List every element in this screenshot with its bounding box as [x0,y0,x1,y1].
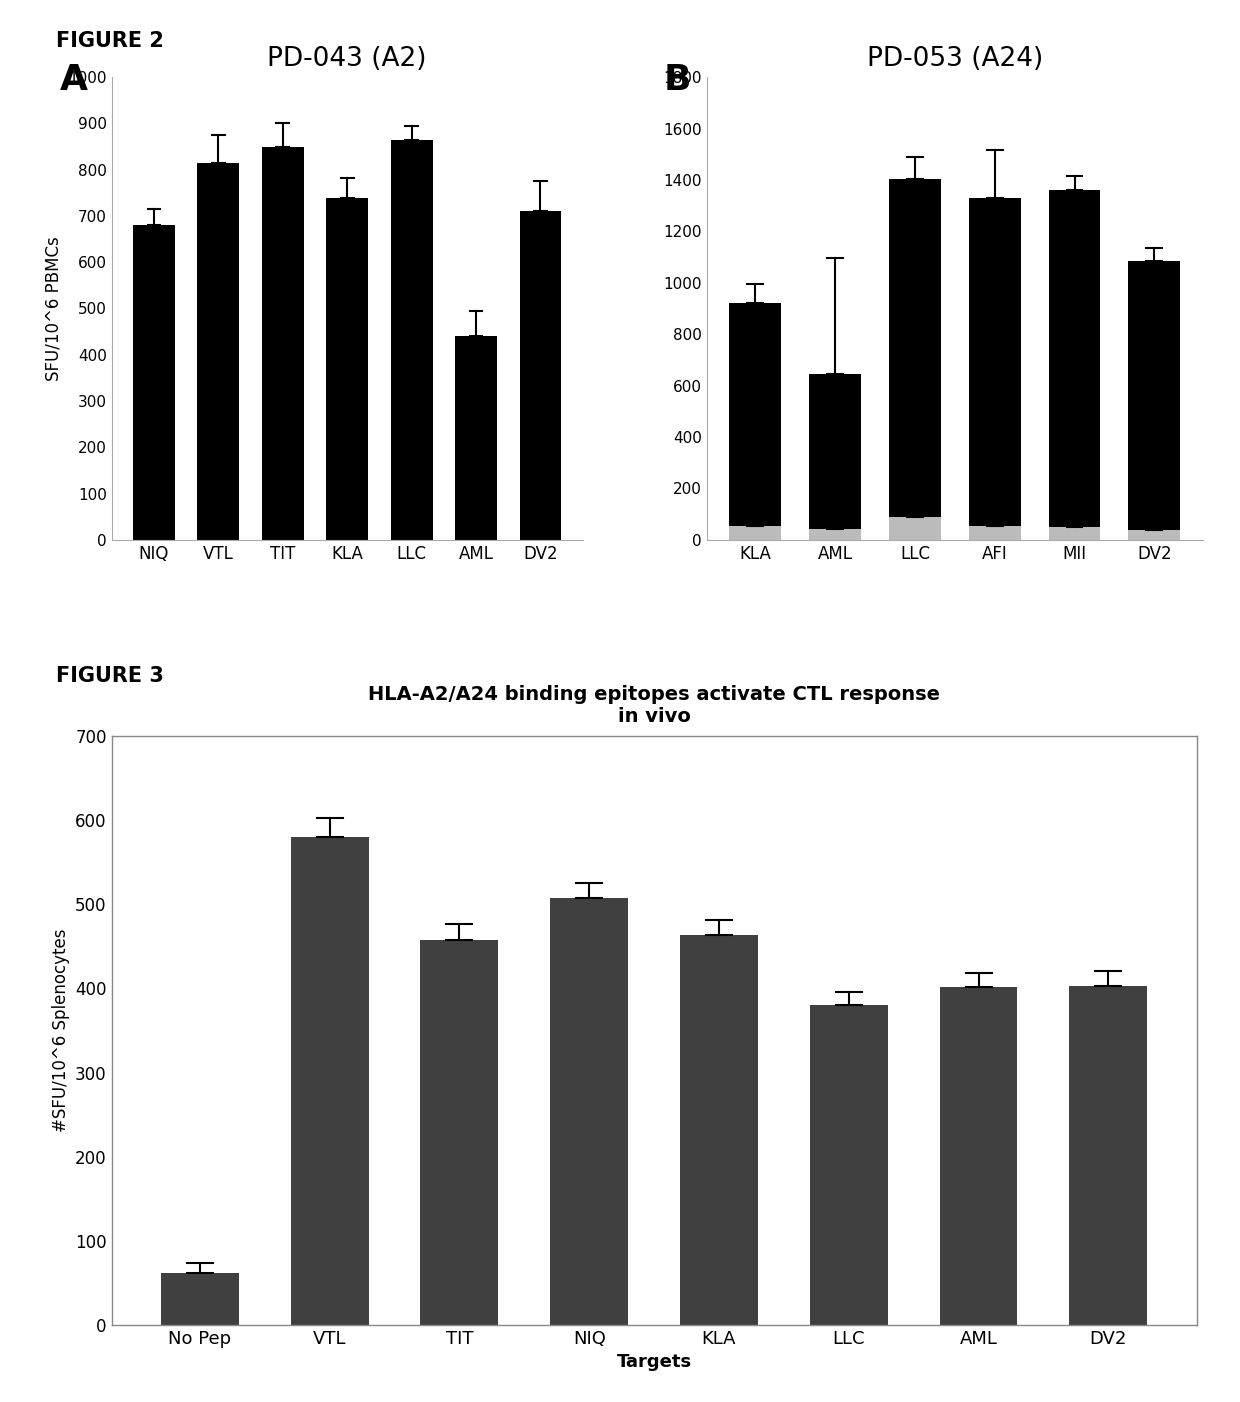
Bar [520,212,562,540]
Bar [391,140,433,540]
Bar [1069,986,1147,1325]
Bar [810,530,861,540]
Bar [729,303,781,540]
Text: FIGURE 3: FIGURE 3 [56,666,164,686]
Bar [1049,527,1100,540]
Bar [290,837,368,1325]
Text: B: B [663,63,691,97]
Bar [729,526,781,540]
Title: PD-043 (A2): PD-043 (A2) [268,46,427,72]
Y-axis label: SFU/10^6 PBMCs: SFU/10^6 PBMCs [45,236,63,381]
Bar [133,226,175,540]
Bar [810,1005,888,1325]
Y-axis label: #SFU/10^6 Splenocytes: #SFU/10^6 Splenocytes [52,928,69,1133]
Text: FIGURE 2: FIGURE 2 [56,31,164,50]
Bar [810,374,861,540]
Bar [420,939,498,1325]
Bar [1049,191,1100,540]
X-axis label: Targets: Targets [616,1353,692,1371]
Bar [262,147,304,540]
Bar [326,198,368,540]
Bar [551,899,629,1325]
Bar [889,178,941,540]
Bar [680,935,758,1325]
Bar [889,516,941,540]
Text: A: A [60,63,88,97]
Title: PD-053 (A24): PD-053 (A24) [867,46,1043,72]
Bar [968,198,1021,540]
Bar [161,1273,239,1325]
Bar [940,987,1018,1325]
Bar [968,526,1021,540]
Bar [1128,530,1180,540]
Bar [197,163,239,540]
Title: HLA-A2/A24 binding epitopes activate CTL response
in vivo: HLA-A2/A24 binding epitopes activate CTL… [368,686,940,726]
Bar [1128,261,1180,540]
Bar [455,336,497,540]
